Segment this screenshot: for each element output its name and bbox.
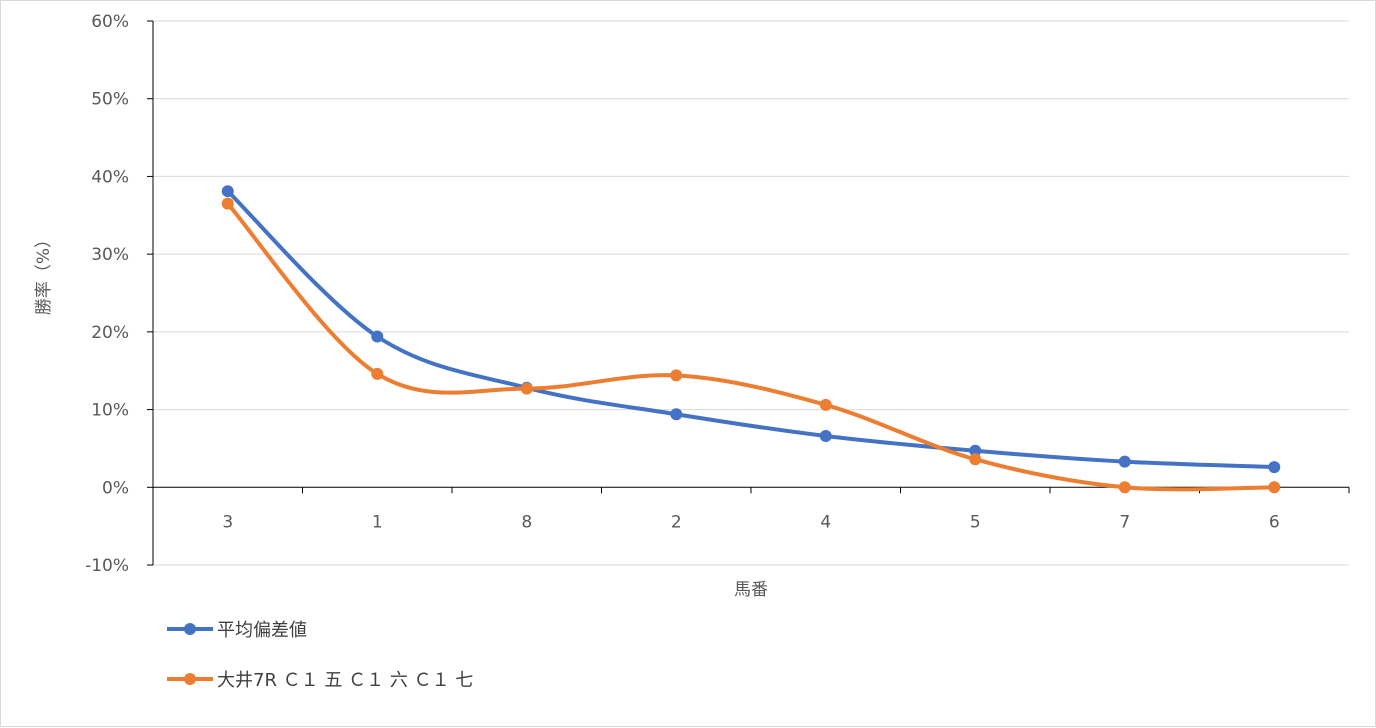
legend-swatch-marker (184, 673, 196, 685)
legend-item: 平均偏差値 (167, 620, 307, 641)
data-point (670, 369, 683, 382)
y-axis-title: 勝率（%） (34, 231, 54, 315)
x-tick-label: 6 (1269, 512, 1280, 532)
y-tick-label: 0% (102, 478, 129, 498)
x-tick-label: 3 (222, 512, 233, 532)
data-point (969, 453, 982, 466)
y-tick-label: 40% (91, 167, 129, 187)
legend-label: 大井7R Ｃ１ 五 Ｃ１ 六 Ｃ１ 七 (217, 670, 473, 691)
x-tick-label: 1 (372, 512, 383, 532)
y-tick-label: 60% (91, 12, 129, 32)
gridlines (153, 20, 1349, 566)
legend-label: 平均偏差値 (217, 620, 307, 641)
data-point (221, 197, 234, 210)
series-line (225, 201, 1277, 492)
x-axis-title: 馬番 (734, 580, 768, 600)
tick-labels: -10% 0% 10% 20% 30% 40% 50% 60% 3 1 8 2 4 5 7 6 (85, 12, 1280, 576)
data-point (1118, 481, 1131, 494)
data-point (1268, 461, 1281, 474)
x-tick-label: 4 (820, 512, 831, 532)
x-tick-label: 2 (671, 512, 682, 532)
y-tick-label: 10% (91, 401, 129, 421)
data-point (371, 367, 384, 380)
y-tick-label: 30% (91, 245, 129, 265)
series-2 (221, 197, 1281, 494)
series-1 (221, 185, 1281, 474)
data-point (371, 330, 384, 343)
legend-item: 大井7R Ｃ１ 五 Ｃ１ 六 Ｃ１ 七 (167, 670, 473, 691)
legend-swatch-marker (184, 623, 196, 635)
data-point (221, 185, 234, 198)
x-tick-label: 7 (1119, 512, 1130, 532)
data-point (819, 429, 832, 442)
x-tick-label: 5 (970, 512, 981, 532)
data-point (1118, 455, 1131, 468)
data-point (969, 444, 982, 457)
data-point (520, 382, 533, 395)
series-line (225, 189, 1277, 470)
y-tick-label: 20% (91, 323, 129, 343)
data-point (819, 398, 832, 411)
series (221, 185, 1281, 494)
data-point (1268, 481, 1281, 494)
data-point (670, 408, 683, 421)
y-tick-label: 50% (91, 90, 129, 110)
y-tick-label: -10% (85, 556, 129, 576)
x-tick-label: 8 (521, 512, 532, 532)
